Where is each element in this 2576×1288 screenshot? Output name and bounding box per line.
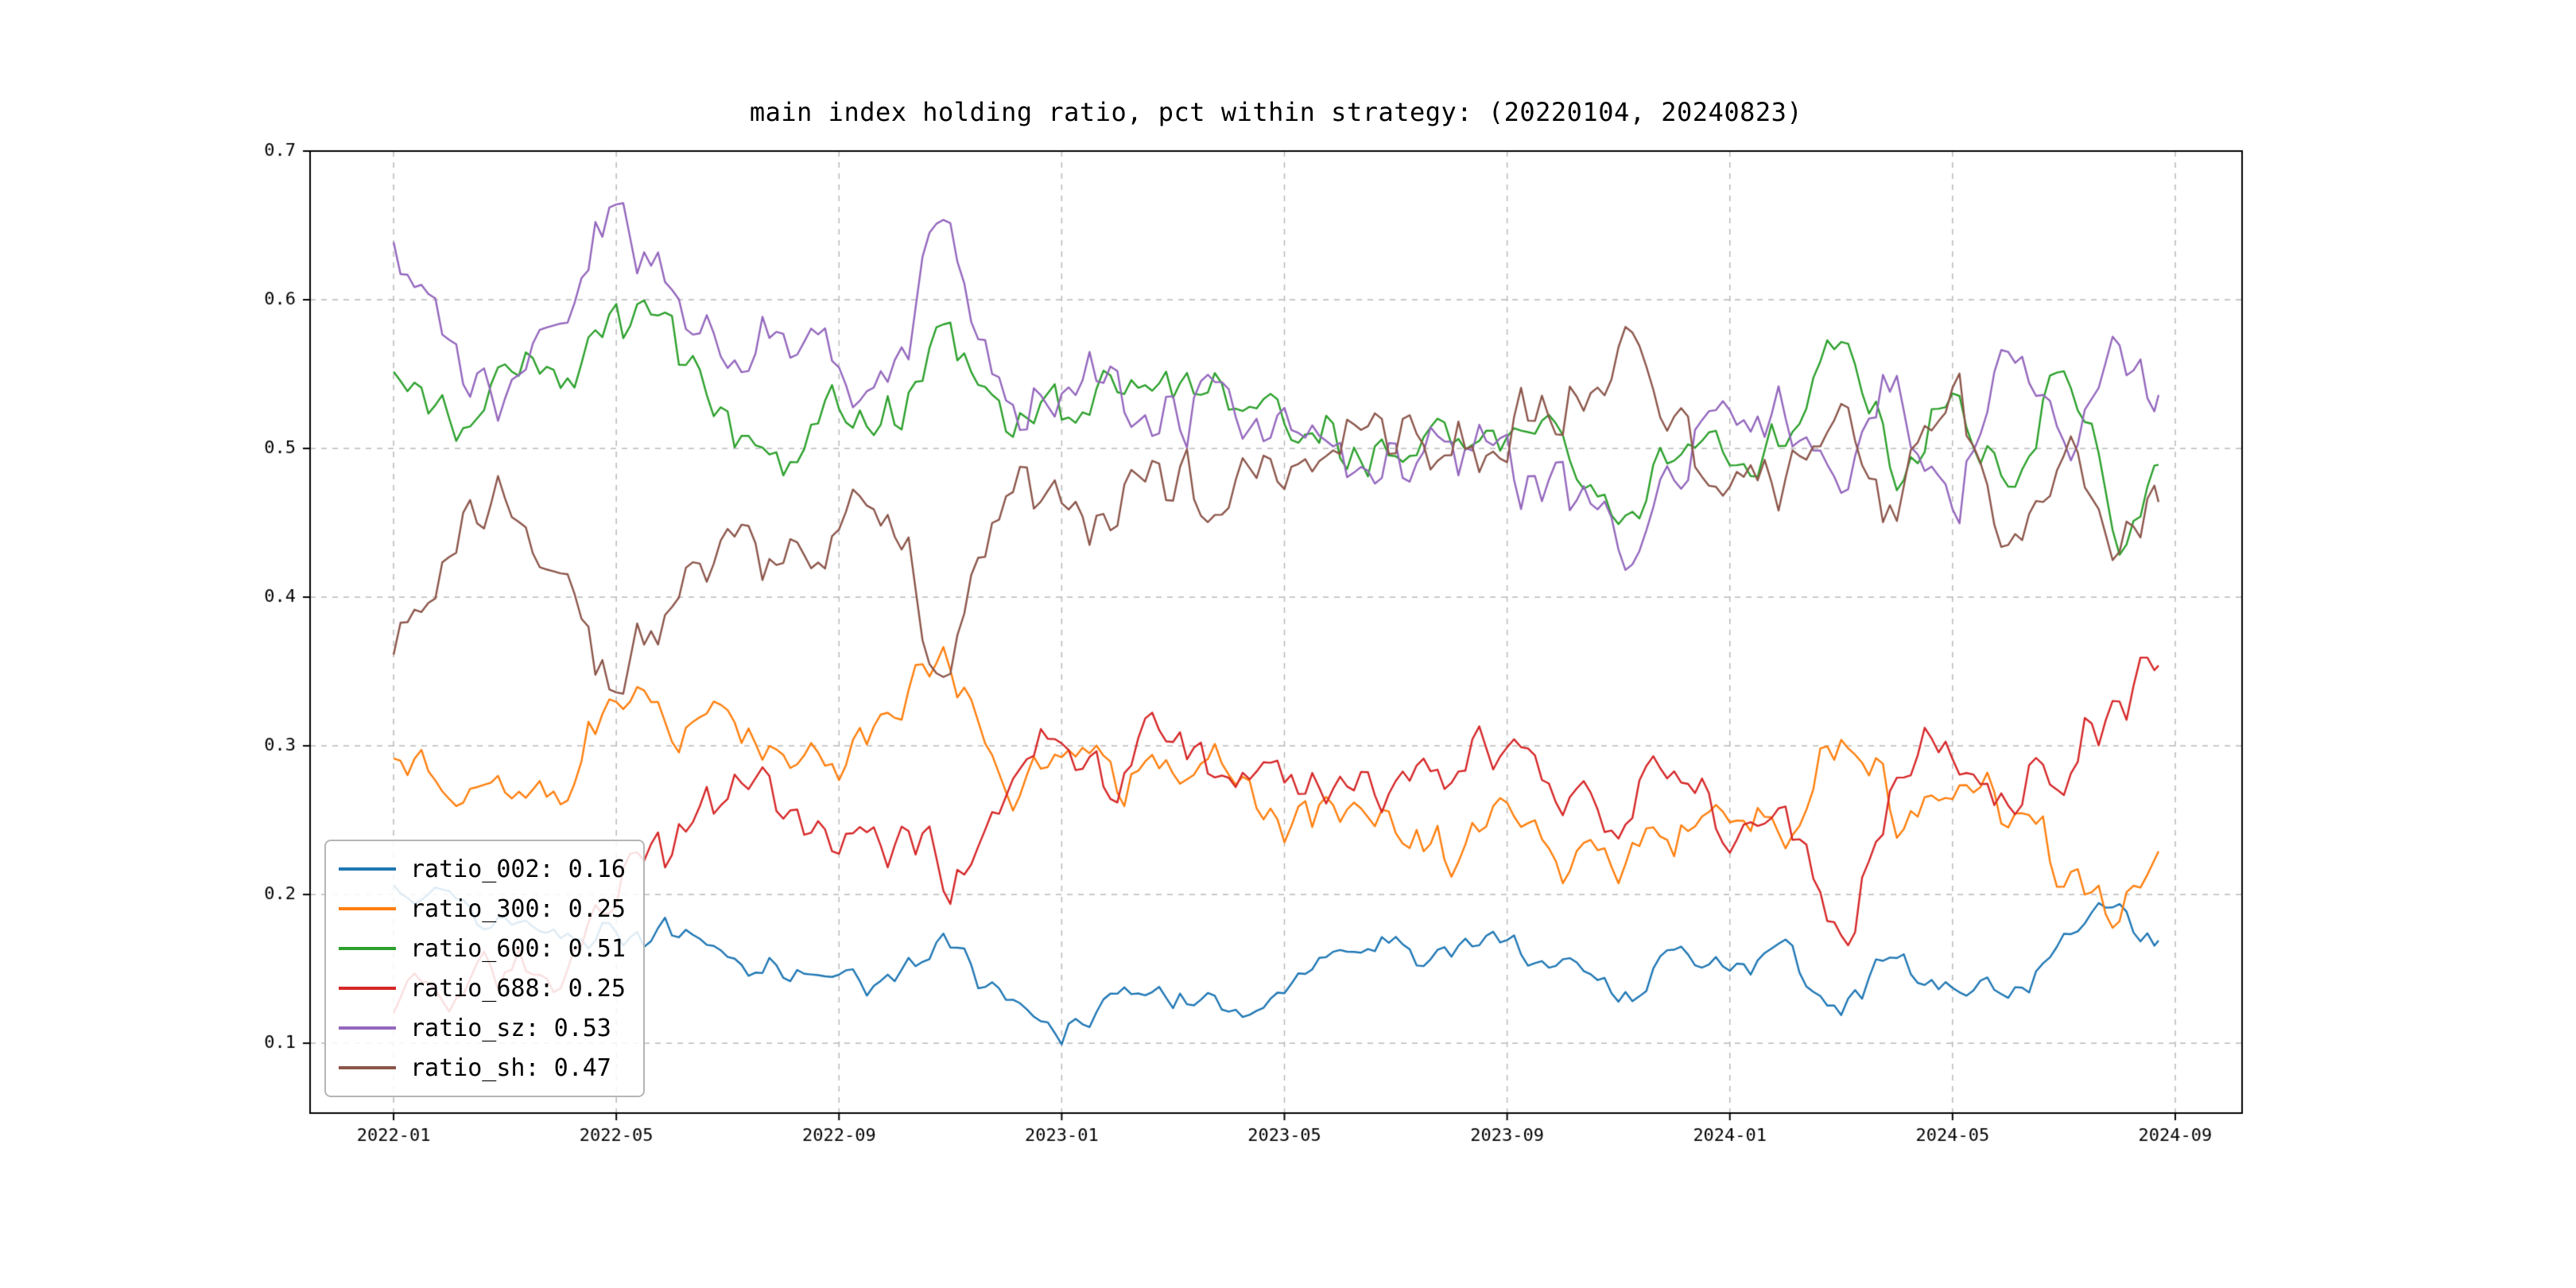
legend-line-swatch bbox=[339, 1026, 396, 1030]
legend-label: ratio_sh: 0.47 bbox=[410, 1053, 611, 1082]
legend-label: ratio_688: 0.25 bbox=[410, 974, 626, 1003]
legend-label: ratio_002: 0.16 bbox=[410, 855, 626, 883]
legend-item: ratio_300: 0.25 bbox=[339, 889, 626, 929]
legend-line-swatch bbox=[339, 1066, 396, 1069]
chart-title: main index holding ratio, pct within str… bbox=[749, 97, 1803, 127]
legend-line-swatch bbox=[339, 987, 396, 990]
legend-line-swatch bbox=[339, 907, 396, 910]
legend-item: ratio_sz: 0.53 bbox=[339, 1008, 626, 1048]
legend: ratio_002: 0.16 ratio_300: 0.25 ratio_60… bbox=[324, 840, 645, 1097]
legend-line-swatch bbox=[339, 947, 396, 950]
legend-line-swatch bbox=[339, 867, 396, 871]
legend-label: ratio_300: 0.25 bbox=[410, 894, 626, 923]
legend-label: ratio_sz: 0.53 bbox=[410, 1014, 611, 1042]
legend-item: ratio_sh: 0.47 bbox=[339, 1048, 626, 1088]
legend-label: ratio_600: 0.51 bbox=[410, 934, 626, 963]
legend-item: ratio_002: 0.16 bbox=[339, 849, 626, 889]
legend-item: ratio_688: 0.25 bbox=[339, 968, 626, 1008]
legend-item: ratio_600: 0.51 bbox=[339, 929, 626, 968]
